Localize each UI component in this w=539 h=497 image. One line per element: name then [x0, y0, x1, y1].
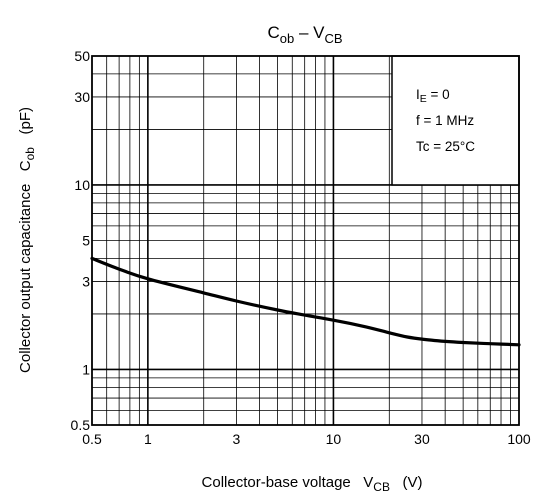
y-tick-labels: 0.5 1 3 5 10 30 50: [71, 48, 91, 433]
x-tick-label: 1: [144, 431, 152, 447]
cob-curve: [90, 256, 521, 347]
x-tick-label: 3: [233, 431, 241, 447]
x-tick-label: 10: [326, 431, 342, 447]
y-tick-label: 1: [82, 361, 90, 377]
x-axis-label: Collector-base voltage VCB (V): [202, 474, 423, 494]
y-tick-label: 10: [74, 177, 90, 193]
conditions-box: [391, 55, 520, 186]
y-axis-label: Collector output capacitance Cob (pF): [17, 107, 37, 373]
x-tick-label: 30: [414, 431, 430, 447]
plot-frame: [91, 55, 520, 426]
conditions-text: IE = 0 f = 1 MHz Tc = 25°C: [416, 87, 475, 154]
x-tick-labels: 0.5 1 3 10 30 100: [82, 431, 531, 447]
y-tick-label: 3: [82, 273, 90, 289]
condition-line: Tc = 25°C: [416, 139, 475, 154]
y-tick-label: 30: [74, 89, 90, 105]
y-tick-label: 0.5: [71, 417, 91, 433]
y-tick-label: 50: [74, 48, 90, 64]
condition-line: f = 1 MHz: [416, 113, 474, 128]
x-tick-label: 100: [507, 431, 531, 447]
chart-title: Cob – VCB: [267, 23, 342, 46]
y-tick-label: 5: [82, 233, 90, 249]
x-tick-label: 0.5: [82, 431, 102, 447]
condition-line: IE = 0: [416, 87, 450, 105]
